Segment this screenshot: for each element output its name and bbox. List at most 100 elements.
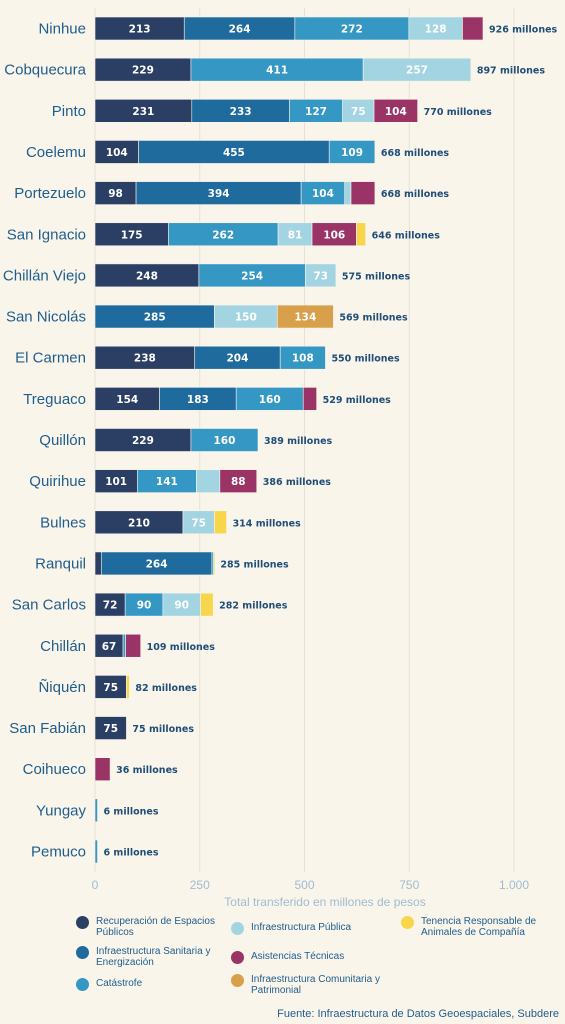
bar-segment	[219, 469, 258, 493]
total-label: 6 millones	[104, 806, 159, 817]
bar-segment	[200, 592, 214, 617]
x-tick-label: 750	[399, 878, 419, 892]
bar-segment	[125, 633, 141, 658]
bar-segment	[362, 57, 472, 82]
bar-segment	[305, 263, 337, 288]
category-label: El Carmen	[15, 350, 86, 367]
segment-value-label: 238	[134, 353, 156, 365]
segment-value-label: 233	[230, 106, 252, 118]
segment-value-label: 231	[132, 106, 154, 118]
total-label: 550 millones	[331, 354, 400, 365]
legend-swatch	[76, 916, 89, 929]
segment-value-label: 160	[259, 394, 281, 406]
segment-value-label: 204	[226, 353, 248, 365]
bar-segment	[350, 181, 376, 205]
segment-value-label: 104	[385, 106, 407, 118]
legend-item: Infraestructura Sanitaria y Energización	[76, 946, 226, 968]
bar-segment	[94, 757, 111, 782]
category-label: Cobquecura	[4, 62, 86, 79]
total-label: 569 millones	[339, 313, 408, 324]
total-label: 109 millones	[147, 642, 216, 653]
total-label: 6 millones	[104, 848, 159, 859]
category-label: Ranquil	[35, 555, 86, 572]
total-label: 285 millones	[220, 559, 289, 570]
segment-value-label: 455	[223, 147, 245, 159]
segment-value-label: 141	[156, 476, 178, 488]
segment-value-label: 106	[323, 229, 345, 241]
total-label: 575 millones	[342, 271, 411, 282]
legend-swatch	[401, 916, 414, 929]
x-tick-label: 500	[294, 878, 314, 892]
bar-segment	[214, 510, 227, 535]
bar-segment	[94, 551, 102, 576]
segment-value-label: 175	[121, 229, 143, 241]
category-label: Ñiquén	[38, 679, 86, 696]
total-label: 82 millones	[135, 683, 197, 694]
category-label: San Nicolás	[6, 309, 86, 326]
x-tick-label: 1.000	[499, 878, 529, 892]
category-label: Pemuco	[31, 844, 86, 861]
bar-segment	[122, 633, 126, 658]
segment-value-label: 248	[136, 270, 158, 282]
bar-segment	[94, 716, 127, 740]
bar-segment	[196, 469, 221, 493]
legend-swatch	[231, 974, 244, 987]
legend-swatch	[231, 951, 244, 964]
legend-item: Catástrofe	[76, 978, 226, 991]
category-label: Chillán Viejo	[3, 267, 86, 284]
segment-value-label: 264	[229, 24, 251, 36]
segment-value-label: 101	[105, 476, 127, 488]
category-label: San Fabián	[9, 720, 86, 737]
segment-value-label: 272	[341, 24, 363, 36]
total-label: 314 millones	[233, 518, 302, 529]
segment-value-label: 88	[231, 476, 246, 488]
segment-value-label: 264	[146, 558, 168, 570]
segment-value-label: 257	[406, 65, 428, 77]
category-label: Yungay	[36, 802, 87, 819]
x-tick-label: 250	[190, 878, 210, 892]
segment-value-label: 90	[137, 600, 152, 612]
segment-value-label: 75	[351, 106, 366, 118]
category-label: Quillón	[39, 432, 86, 449]
segment-value-label: 75	[103, 723, 118, 735]
legend-label: Catástrofe	[96, 978, 143, 989]
total-label: 897 millones	[477, 66, 546, 77]
bar-segment	[126, 675, 130, 699]
legend-label: Tenencia Responsable de Animales de Comp…	[421, 916, 537, 938]
segment-value-label: 411	[266, 65, 288, 77]
category-label: Ninhue	[38, 21, 86, 38]
segment-value-label: 229	[132, 65, 154, 77]
legend-label: Infraestructura Pública	[251, 922, 352, 933]
category-label: Coelemu	[26, 144, 86, 161]
segment-value-label: 98	[108, 188, 123, 200]
total-label: 282 millones	[219, 601, 288, 612]
bar-segment	[344, 181, 352, 205]
segment-value-label: 72	[103, 600, 118, 612]
bar-segment	[94, 798, 98, 823]
bar-segment	[190, 428, 259, 452]
segment-value-label: 285	[144, 312, 166, 324]
legend-item: Tenencia Responsable de Animales de Comp…	[401, 916, 551, 938]
bar-segment	[279, 345, 326, 370]
total-label: 770 millones	[424, 107, 493, 118]
segment-value-label: 210	[128, 517, 150, 529]
segment-value-label: 67	[102, 641, 117, 653]
legend-swatch	[76, 946, 89, 959]
segment-value-label: 108	[292, 353, 314, 365]
segment-value-label: 213	[129, 24, 151, 36]
category-label: Treguaco	[23, 391, 86, 408]
legend-label: Infraestructura Comunitaria y Patrimonia…	[251, 974, 380, 996]
legend-swatch	[231, 922, 244, 935]
segment-value-label: 104	[106, 147, 128, 159]
segment-value-label: 109	[341, 147, 363, 159]
total-label: 75 millones	[132, 724, 194, 735]
category-label: Bulnes	[40, 514, 86, 531]
x-axis-label: Total transferido en millones de pesos	[224, 895, 425, 909]
source-note: Fuente: Infraestructura de Datos Geoespa…	[277, 1008, 559, 1020]
bar-segment	[302, 387, 317, 411]
bar-segment	[373, 99, 418, 123]
segment-value-label: 134	[294, 312, 316, 324]
total-label: 668 millones	[381, 189, 450, 200]
legend-item: Infraestructura Comunitaria y Patrimonia…	[231, 974, 381, 996]
segment-value-label: 154	[116, 394, 138, 406]
